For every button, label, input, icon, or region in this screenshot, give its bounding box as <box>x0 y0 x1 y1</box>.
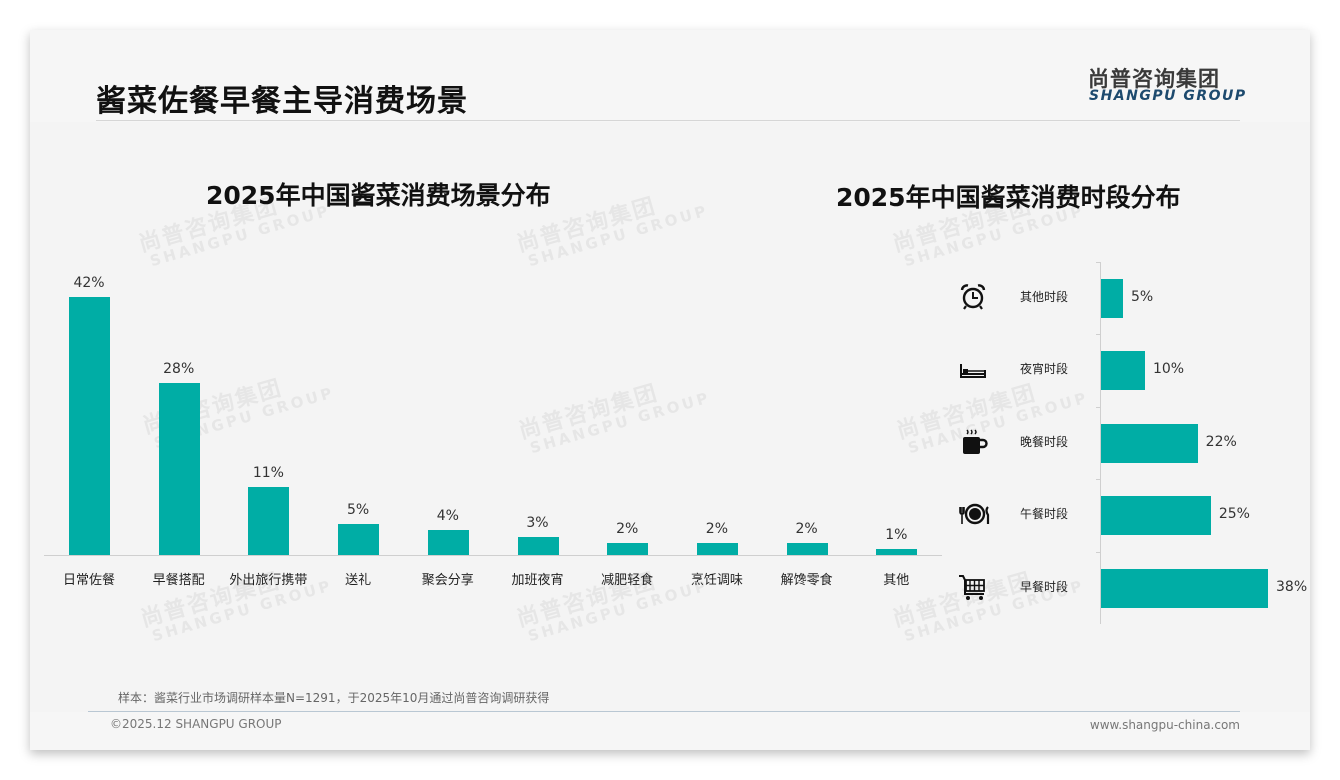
header-band <box>30 30 1310 122</box>
alarm-clock-icon <box>958 282 988 312</box>
category-label: 烹饪调味 <box>690 573 743 588</box>
bar-value-label: 2% <box>705 520 728 537</box>
bar <box>1101 423 1198 463</box>
bar <box>1101 568 1268 608</box>
bar-value-label: 11% <box>252 465 284 482</box>
axis-tick <box>1096 334 1101 336</box>
bar <box>248 487 290 555</box>
category-label: 其他时段 <box>1020 290 1069 304</box>
category-label: 外出旅行携带 <box>229 573 308 588</box>
bar <box>696 542 738 555</box>
bar-value-label: 28% <box>163 361 195 377</box>
bar-value-label: 10% <box>1152 361 1185 378</box>
page-title: 酱菜佐餐早餐主导消费场景 <box>96 84 468 119</box>
bar-row: 午餐时段 25% <box>950 479 1310 551</box>
category-label: 午餐时段 <box>1020 507 1069 522</box>
website-link[interactable]: www.shangpu-china.com <box>1089 718 1240 732</box>
bar-group: 42% 日常佐餐 <box>44 270 134 590</box>
category-label: 聚会分享 <box>421 573 474 588</box>
footer-divider <box>88 711 1240 712</box>
scene-chart-title: 2025年中国酱菜消费场景分布 <box>206 181 551 210</box>
bar <box>1101 496 1211 536</box>
bar <box>1101 351 1145 391</box>
category-label: 夜宵时段 <box>1020 362 1069 377</box>
bar <box>517 536 559 555</box>
bar-value-label: 22% <box>1205 433 1237 450</box>
category-label: 加班夜宵 <box>511 573 564 588</box>
bar <box>338 524 380 555</box>
copyright-text: ©2025.12 SHANGPU GROUP <box>110 717 282 731</box>
bar <box>158 383 200 555</box>
bar <box>607 542 649 555</box>
x-axis-line <box>44 555 942 556</box>
bar-value-label: 2% <box>616 520 639 537</box>
category-label: 晚餐时段 <box>1020 434 1069 449</box>
bar-group: 11% 外出旅行携带 <box>223 270 313 590</box>
category-label: 其他 <box>883 573 910 588</box>
footer-band <box>30 712 1310 750</box>
category-label: 早餐搭配 <box>152 573 205 588</box>
bar-row: 早餐时段 38% <box>950 551 1310 624</box>
category-label: 早餐时段 <box>1020 579 1069 594</box>
y-axis-line <box>1100 262 1101 624</box>
bar <box>876 548 918 555</box>
bar <box>69 297 110 555</box>
bar <box>1101 279 1123 318</box>
bar-value-label: 38% <box>1276 578 1308 595</box>
bar-group: 1% 其他 <box>851 270 941 590</box>
title-divider <box>96 120 1240 121</box>
axis-tick <box>1096 551 1101 553</box>
category-label: 日常佐餐 <box>62 573 115 588</box>
bar-group: 2% 烹饪调味 <box>672 270 762 590</box>
category-label: 解馋零食 <box>780 573 833 588</box>
bar-value-label: 25% <box>1218 506 1250 523</box>
bar-value-label: 2% <box>795 520 818 537</box>
axis-tick <box>1096 262 1101 263</box>
bar-group: 5% 送礼 <box>313 270 403 590</box>
bar-value-label: 5% <box>1130 289 1154 305</box>
shopping-cart-icon <box>958 572 988 602</box>
bar-group: 28% 早餐搭配 <box>134 270 224 590</box>
bar-value-label: 42% <box>73 275 105 291</box>
bar-group: 3% 加班夜宵 <box>493 270 583 590</box>
bar-row: 其他时段 5% <box>950 262 1310 334</box>
slide: 酱菜佐餐早餐主导消费场景 尚普咨询集团 SHANGPU GROUP 尚普咨询集团… <box>30 30 1310 750</box>
axis-tick <box>1096 479 1101 481</box>
axis-tick <box>1096 406 1101 408</box>
plate-cutlery-icon <box>958 499 990 529</box>
bar-value-label: 1% <box>885 526 908 543</box>
logo-english: SHANGPU GROUP <box>1089 88 1247 104</box>
scene-bar-chart: 42% 日常佐餐 28% 早餐搭配 11% 外出旅行携带 5% 送礼 4% 聚会分享 3% 加班夜宵 2… <box>44 270 942 590</box>
bar-group: 2% 解馋零食 <box>762 270 852 590</box>
category-label: 送礼 <box>345 573 372 588</box>
bar-value-label: 4% <box>436 508 459 525</box>
period-chart-title: 2025年中国酱菜消费时段分布 <box>836 183 1181 212</box>
bar-row: 晚餐时段 22% <box>950 406 1310 479</box>
bar-group: 2% 减肥轻食 <box>582 270 672 590</box>
bar-group: 4% 聚会分享 <box>403 270 493 590</box>
period-bar-chart: 其他时段 5% 夜宵时段 10% 晚餐时段 22% 午餐时段 25% 早餐时段 38% <box>950 262 1310 624</box>
category-label: 减肥轻食 <box>601 573 654 588</box>
bed-icon <box>958 354 988 384</box>
bar <box>427 530 469 555</box>
bar <box>786 542 828 555</box>
bar-row: 夜宵时段 10% <box>950 334 1310 406</box>
logo-chinese: 尚普咨询集团 <box>1088 67 1220 91</box>
bar-value-label: 3% <box>526 514 549 531</box>
hot-cup-icon <box>958 427 988 457</box>
sample-footnote: 样本：酱菜行业市场调研样本量N=1291，于2025年10月通过尚普咨询调研获得 <box>118 691 550 705</box>
bar-value-label: 5% <box>346 502 370 519</box>
